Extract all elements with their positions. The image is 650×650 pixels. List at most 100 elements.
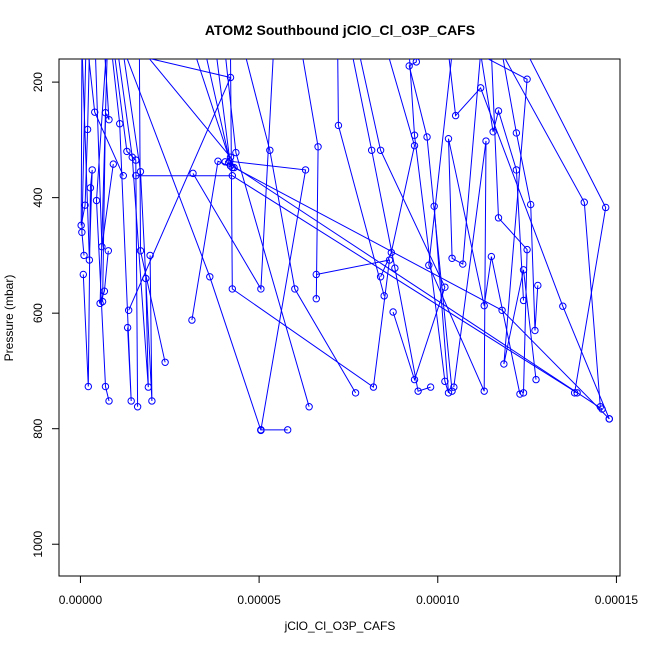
data-point — [221, 158, 229, 166]
data-point — [573, 389, 581, 397]
y-axis: 200 400 600 800 1000 — [31, 72, 60, 558]
series-line — [123, 59, 153, 402]
data-point — [580, 198, 588, 206]
y-tick-label: 400 — [31, 187, 45, 207]
series — [96, 59, 113, 308]
series-line — [230, 59, 391, 388]
data-point — [291, 285, 299, 293]
data-point — [124, 306, 133, 314]
data-point — [85, 256, 94, 264]
series-line — [112, 59, 132, 402]
data-point — [161, 358, 169, 366]
series — [481, 59, 528, 305]
data-point — [532, 375, 540, 384]
series-line — [114, 59, 139, 407]
data-point — [459, 260, 467, 268]
data-point — [441, 377, 449, 386]
series — [114, 59, 142, 411]
data-point — [305, 403, 313, 411]
y-tick-label: 600 — [31, 303, 45, 323]
data-point — [228, 171, 237, 180]
data-point — [84, 382, 93, 391]
series-line — [81, 59, 87, 256]
data-point — [444, 389, 453, 397]
series — [78, 59, 88, 260]
data-point — [519, 389, 528, 397]
series-line — [504, 59, 601, 407]
series — [88, 59, 128, 180]
series-line — [81, 59, 93, 387]
data-point — [512, 166, 521, 174]
series-line — [359, 59, 446, 382]
data-point — [410, 375, 419, 384]
data-point — [444, 135, 453, 143]
data-point — [266, 146, 274, 154]
data-point — [96, 299, 104, 308]
data-point — [225, 159, 233, 167]
data-point — [605, 415, 613, 423]
series — [136, 59, 169, 366]
series — [92, 59, 113, 405]
series-line — [80, 59, 90, 226]
data-point — [88, 166, 96, 174]
data-point — [123, 147, 131, 156]
data-point — [206, 273, 214, 281]
series-line — [126, 59, 262, 431]
data-point — [133, 403, 142, 411]
data-point — [101, 382, 110, 391]
series-line — [245, 59, 357, 394]
series-line — [206, 59, 307, 430]
data-point — [283, 426, 292, 434]
data-point — [405, 62, 413, 70]
data-point — [123, 323, 132, 332]
series — [132, 171, 581, 397]
data-point — [98, 243, 106, 251]
data-point — [86, 184, 95, 192]
data-point — [91, 108, 99, 116]
series — [112, 59, 135, 405]
data-point — [410, 141, 419, 150]
series-line — [448, 59, 521, 395]
data-point — [482, 137, 490, 145]
data-point — [228, 285, 237, 293]
x-tick-label: 0.00015 — [595, 593, 639, 607]
series — [409, 59, 453, 397]
series — [444, 59, 524, 398]
data-point — [146, 251, 154, 260]
data-point — [487, 252, 496, 261]
data-point — [489, 128, 497, 136]
series-line — [225, 59, 310, 407]
data-point — [380, 292, 388, 300]
data-point — [376, 146, 385, 154]
data-point — [426, 383, 435, 391]
data-point — [257, 426, 265, 435]
data-point — [512, 129, 521, 137]
y-tick-label: 200 — [31, 72, 45, 92]
x-axis-label: jClO_Cl_O3P_CAFS — [284, 619, 396, 633]
series-line — [448, 59, 610, 420]
series-line — [216, 59, 603, 410]
series — [245, 59, 360, 397]
data-point — [448, 387, 456, 395]
series-line — [408, 59, 453, 392]
series — [529, 59, 610, 397]
series — [225, 59, 313, 411]
data-point — [351, 389, 360, 397]
series — [359, 59, 449, 384]
series-line — [99, 59, 109, 304]
data-point — [79, 270, 87, 279]
data-point — [523, 75, 531, 83]
series — [425, 59, 490, 395]
data-point — [531, 326, 539, 335]
series — [118, 59, 153, 391]
series — [405, 59, 456, 395]
series — [124, 59, 235, 314]
data-point — [78, 228, 86, 236]
data-point — [450, 383, 458, 391]
data-point — [602, 203, 610, 212]
data-point — [412, 59, 421, 66]
data-point — [391, 264, 399, 272]
series — [230, 163, 613, 423]
data-point — [414, 387, 422, 395]
series-line — [337, 59, 385, 296]
